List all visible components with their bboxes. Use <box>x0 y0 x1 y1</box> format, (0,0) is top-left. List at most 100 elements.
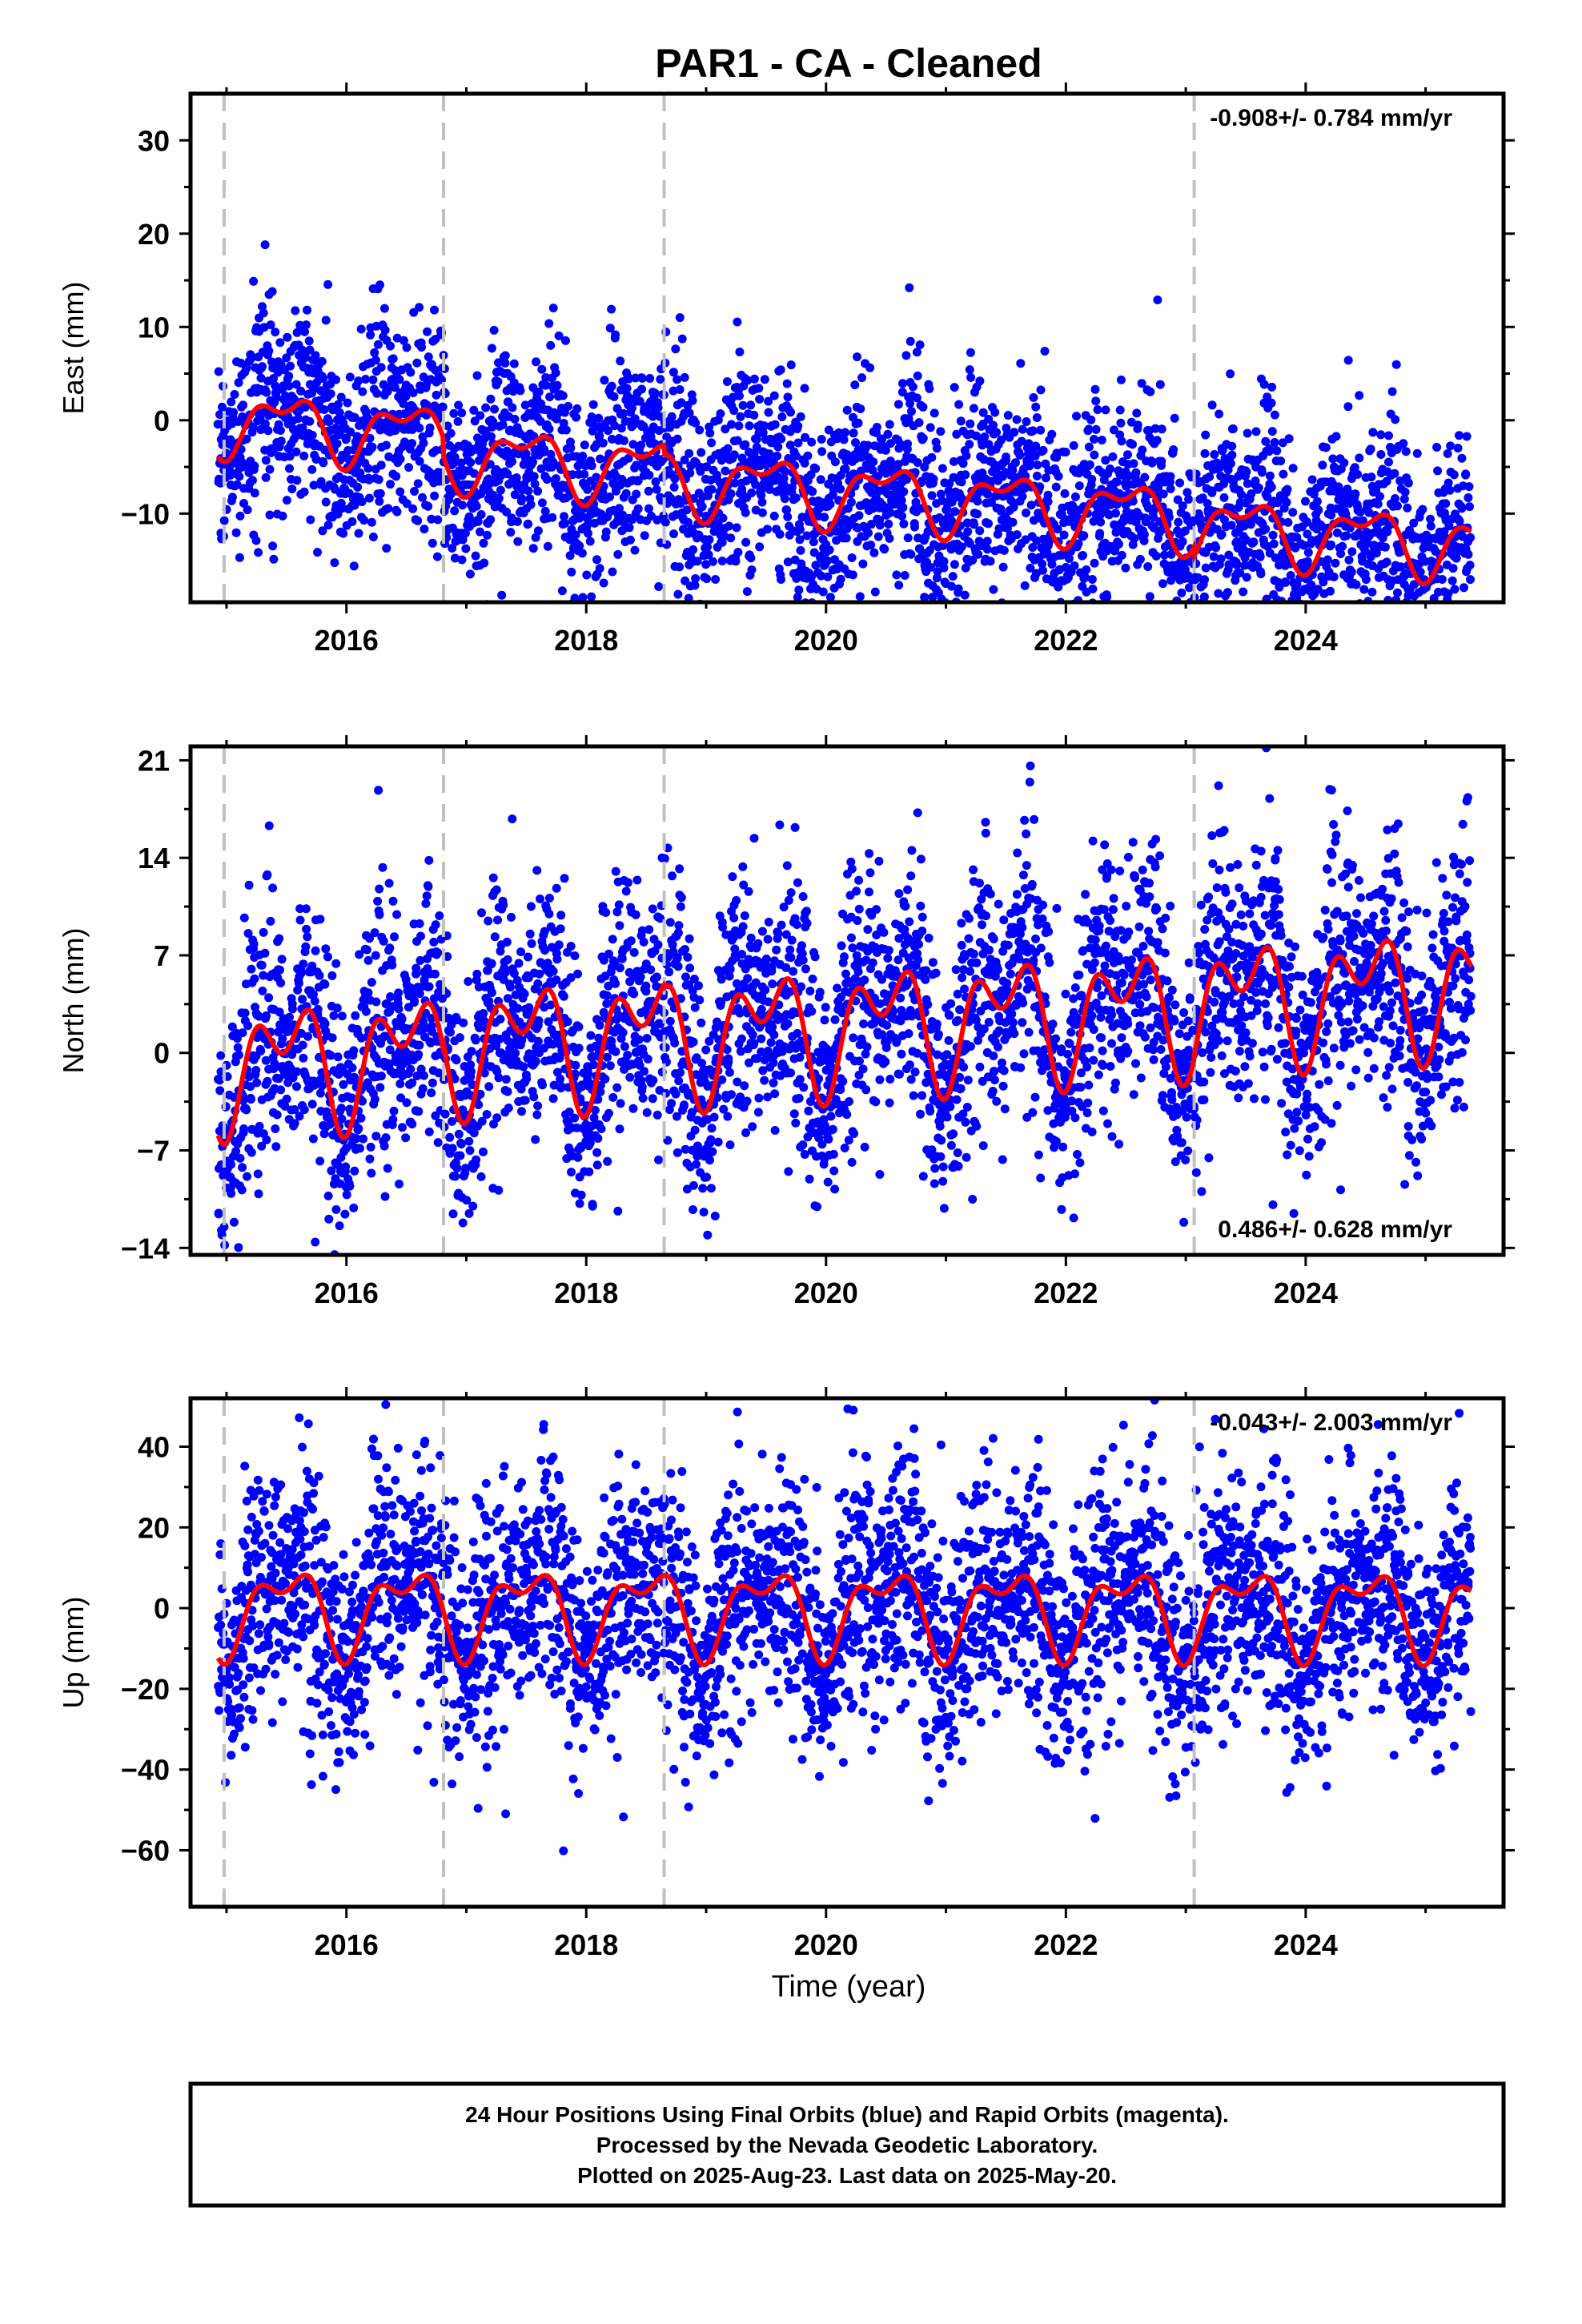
data-point <box>1203 607 1211 616</box>
data-point <box>335 408 344 417</box>
data-point <box>1032 536 1042 545</box>
data-point <box>548 457 558 467</box>
data-point <box>885 508 895 517</box>
data-point <box>479 1147 488 1156</box>
data-point <box>299 451 309 460</box>
data-point <box>577 549 587 558</box>
data-point <box>942 504 952 513</box>
data-point <box>632 489 641 499</box>
data-point <box>315 1088 325 1098</box>
data-point <box>1117 550 1126 560</box>
data-point <box>511 1048 520 1058</box>
data-point <box>552 955 562 964</box>
data-point <box>608 1092 618 1102</box>
data-point <box>580 469 589 479</box>
data-point <box>1008 517 1018 527</box>
data-point <box>1053 615 1062 624</box>
data-point <box>1075 611 1084 620</box>
data-point <box>498 420 508 429</box>
data-point <box>388 1115 398 1124</box>
data-point <box>730 478 740 488</box>
data-point <box>249 939 259 949</box>
data-point <box>541 373 551 382</box>
data-point <box>999 545 1009 555</box>
data-point <box>216 1051 226 1060</box>
data-point <box>746 553 756 563</box>
data-point <box>573 969 583 979</box>
data-point <box>990 408 1000 417</box>
data-point <box>412 969 421 979</box>
data-point <box>1403 503 1412 513</box>
data-point <box>1466 575 1475 585</box>
data-point <box>1460 583 1468 593</box>
data-point <box>471 551 480 561</box>
data-point <box>299 487 309 497</box>
data-point <box>256 1047 266 1055</box>
data-point <box>500 358 510 368</box>
data-point <box>585 1138 595 1148</box>
data-point <box>685 448 694 458</box>
data-point <box>1174 517 1183 527</box>
data-point <box>471 1035 480 1045</box>
data-point <box>1426 605 1435 614</box>
data-point <box>611 866 620 876</box>
data-point <box>969 656 978 665</box>
data-point <box>1288 464 1298 473</box>
data-point <box>1361 575 1371 585</box>
data-point <box>752 442 761 452</box>
data-point <box>571 1060 580 1070</box>
data-point <box>346 427 355 436</box>
data-point <box>458 1218 468 1228</box>
data-point <box>287 485 297 493</box>
data-point <box>989 585 998 594</box>
data-point <box>305 345 315 355</box>
data-point <box>375 489 385 498</box>
data-point <box>524 952 532 962</box>
data-point <box>633 504 643 513</box>
data-point <box>1069 440 1078 450</box>
data-point <box>1140 472 1150 482</box>
data-point <box>560 874 569 883</box>
data-point <box>984 519 993 529</box>
data-point <box>573 1152 583 1162</box>
data-point <box>249 276 259 286</box>
data-point <box>1139 529 1149 539</box>
data-point <box>1059 530 1069 540</box>
data-point <box>1002 424 1011 433</box>
data-point <box>764 408 773 417</box>
data-point <box>226 435 235 444</box>
data-point <box>574 1022 584 1031</box>
data-point <box>359 1134 368 1144</box>
y-tick-label: 10 <box>138 311 170 344</box>
data-point <box>264 821 274 830</box>
data-point <box>544 319 554 328</box>
data-point <box>927 491 937 501</box>
data-point <box>1398 639 1407 648</box>
data-point <box>448 544 457 553</box>
data-point <box>855 592 865 601</box>
data-point <box>260 240 270 250</box>
data-point <box>1196 615 1205 624</box>
data-point <box>1193 634 1202 643</box>
data-point <box>362 945 371 955</box>
data-point <box>618 510 628 520</box>
data-point <box>665 423 675 432</box>
data-point <box>418 493 427 502</box>
data-point <box>556 1074 565 1084</box>
data-point <box>939 563 949 573</box>
data-point <box>234 1050 243 1059</box>
data-point <box>1352 631 1361 640</box>
scatter-points <box>214 746 1476 1255</box>
data-point <box>1283 485 1292 494</box>
data-point <box>965 440 974 449</box>
data-point <box>765 449 774 459</box>
data-point <box>1443 478 1453 488</box>
data-point <box>319 458 328 468</box>
data-point <box>962 518 972 528</box>
data-point <box>235 472 244 481</box>
data-point <box>457 408 467 418</box>
data-point <box>363 955 373 965</box>
data-point <box>400 437 409 447</box>
data-point <box>603 1052 612 1062</box>
data-point <box>742 587 752 597</box>
